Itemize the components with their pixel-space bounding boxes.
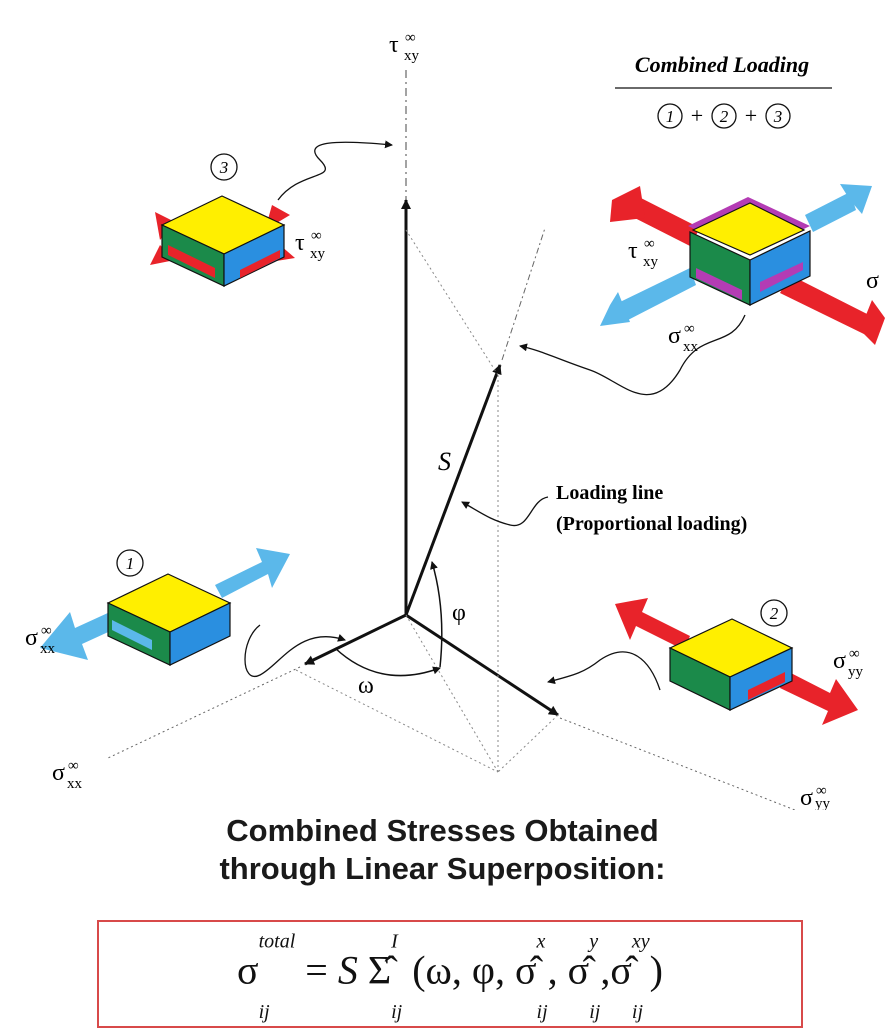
cube-2-sigma-label: σ [833, 648, 846, 674]
formula-box: σtotal ij = S Σ̂I ij (ω, φ, σ̂x ij, σ̂y ij,σ… [97, 920, 803, 1028]
loading-line-label-1: Loading line [556, 482, 663, 504]
heading-line-1: Combined Stresses Obtained [226, 813, 659, 848]
cube-3-shear [150, 195, 295, 287]
combined-tau-sub: xy [643, 254, 659, 270]
formula-sub-ij-2: ij [391, 1000, 403, 1023]
phi-arc [430, 561, 443, 668]
section-heading: Combined Stresses Obtained through Linea… [0, 812, 885, 888]
cube-3-number-circle [210, 153, 238, 181]
combined-cube [600, 184, 885, 345]
combined-tau-label: τ [628, 238, 638, 264]
formula-comma-1: , [547, 947, 558, 993]
cube-3-tau-sup: ∞ [311, 228, 322, 244]
tau-axis-sup: ∞ [405, 30, 416, 46]
combined-sigma-xx-label: σ [668, 323, 681, 349]
omega-label: ω [358, 673, 374, 699]
svg-text:3: 3 [773, 107, 783, 126]
leader-curves [244, 140, 746, 691]
combined-sigma-xx-sub: xx [683, 339, 699, 355]
sigma-yy-axis-label: σ [800, 785, 813, 810]
cube-2-sigma-yy [615, 598, 858, 725]
superposition-formula: σtotal ij = S Σ̂I ij (ω, φ, σ̂x ij, σ̂y ij,σ… [237, 925, 663, 1024]
cube-1-sigma-sub: xx [40, 641, 56, 657]
formula-sigma-hat-xy: σ̂ [610, 947, 632, 993]
cube-2-sigma-sup: ∞ [849, 646, 860, 662]
formula-args-open: (ω, φ, [412, 947, 505, 993]
axes [107, 70, 797, 810]
construction-lines [295, 229, 559, 773]
formula-sub-ij-4: ij [589, 1000, 601, 1023]
cube-1-number-circle [116, 549, 144, 577]
formula-sub-ij: ij [258, 1000, 270, 1023]
vector-s-label: S [438, 447, 451, 476]
cube-3-number: 3 [219, 158, 229, 177]
svg-text:+: + [691, 103, 703, 128]
combined-sigma-edge-label: σ [866, 268, 879, 294]
sigma-xx-axis-dashed [107, 666, 301, 759]
cube-2-sigma-sub: yy [848, 664, 864, 680]
phi-label: φ [452, 600, 466, 626]
cube-1-sigma-label: σ [25, 625, 38, 651]
sigma-yy-axis-sup: ∞ [816, 783, 827, 799]
sigma-xx-axis-label: σ [52, 760, 65, 786]
formula-sup-x: x [536, 930, 546, 953]
formula-s: S [337, 947, 358, 993]
tau-axis-label: τ [389, 32, 399, 58]
tau-axis-sub: xy [404, 48, 420, 64]
formula-sup-xy: xy [631, 930, 650, 953]
sigma-xx-axis-sub: xx [67, 776, 83, 792]
cube-1-sigma-xx [40, 548, 290, 666]
formula-sigma-hat-cap: Σ̂ [367, 947, 392, 993]
heading-line-2: through Linear Superposition: [219, 851, 666, 886]
cube-3-tau-sub: xy [310, 246, 326, 262]
combined-loading-sum: 1 + 2 + 3 [657, 103, 791, 129]
formula-sup-i: I [391, 930, 398, 953]
combined-tau-sup: ∞ [644, 236, 655, 252]
cube-2-number-circle [760, 599, 788, 627]
sigma-xx-axis [304, 613, 407, 666]
cube-1-sigma-sup: ∞ [41, 623, 52, 639]
formula-sup-y: y [589, 930, 599, 953]
formula-sup-total: total [258, 930, 296, 953]
superposition-diagram: 3 τ ∞ xy τ ∞ xy σ ∞ xx σ 1 σ ∞ xx [25, 30, 885, 810]
cube-3-tau-label: τ [295, 230, 305, 256]
cube-2-number: 2 [770, 604, 779, 623]
formula-sigma-hat-x: σ̂ [514, 947, 537, 993]
omega-arc [334, 647, 441, 677]
formula-sigma-hat-y: σ̂ [567, 947, 590, 993]
formula-sub-ij-5: ij [631, 1000, 644, 1023]
formula-sub-ij-3: ij [536, 1000, 548, 1023]
svg-text:+: + [745, 103, 757, 128]
formula-args-close: ) [649, 947, 663, 993]
loading-vector [404, 364, 502, 616]
formula-equals: = [305, 947, 328, 993]
sigma-yy-axis [405, 613, 559, 717]
sigma-xx-axis-sup: ∞ [68, 758, 79, 774]
cube-1-number: 1 [126, 554, 135, 573]
combined-sigma-xx-sup: ∞ [684, 321, 695, 337]
formula-sigma-total: σ [237, 947, 259, 993]
loading-line-label-2: (Proportional loading) [556, 513, 747, 535]
combined-loading-title: Combined Loading [635, 52, 809, 77]
svg-text:1: 1 [666, 107, 675, 126]
svg-text:2: 2 [720, 107, 729, 126]
loading-line-dashed [501, 227, 546, 361]
formula-comma-2: , [600, 947, 611, 993]
sigma-yy-axis-sub: yy [815, 796, 831, 810]
sigma-yy-axis-dashed [559, 717, 797, 810]
